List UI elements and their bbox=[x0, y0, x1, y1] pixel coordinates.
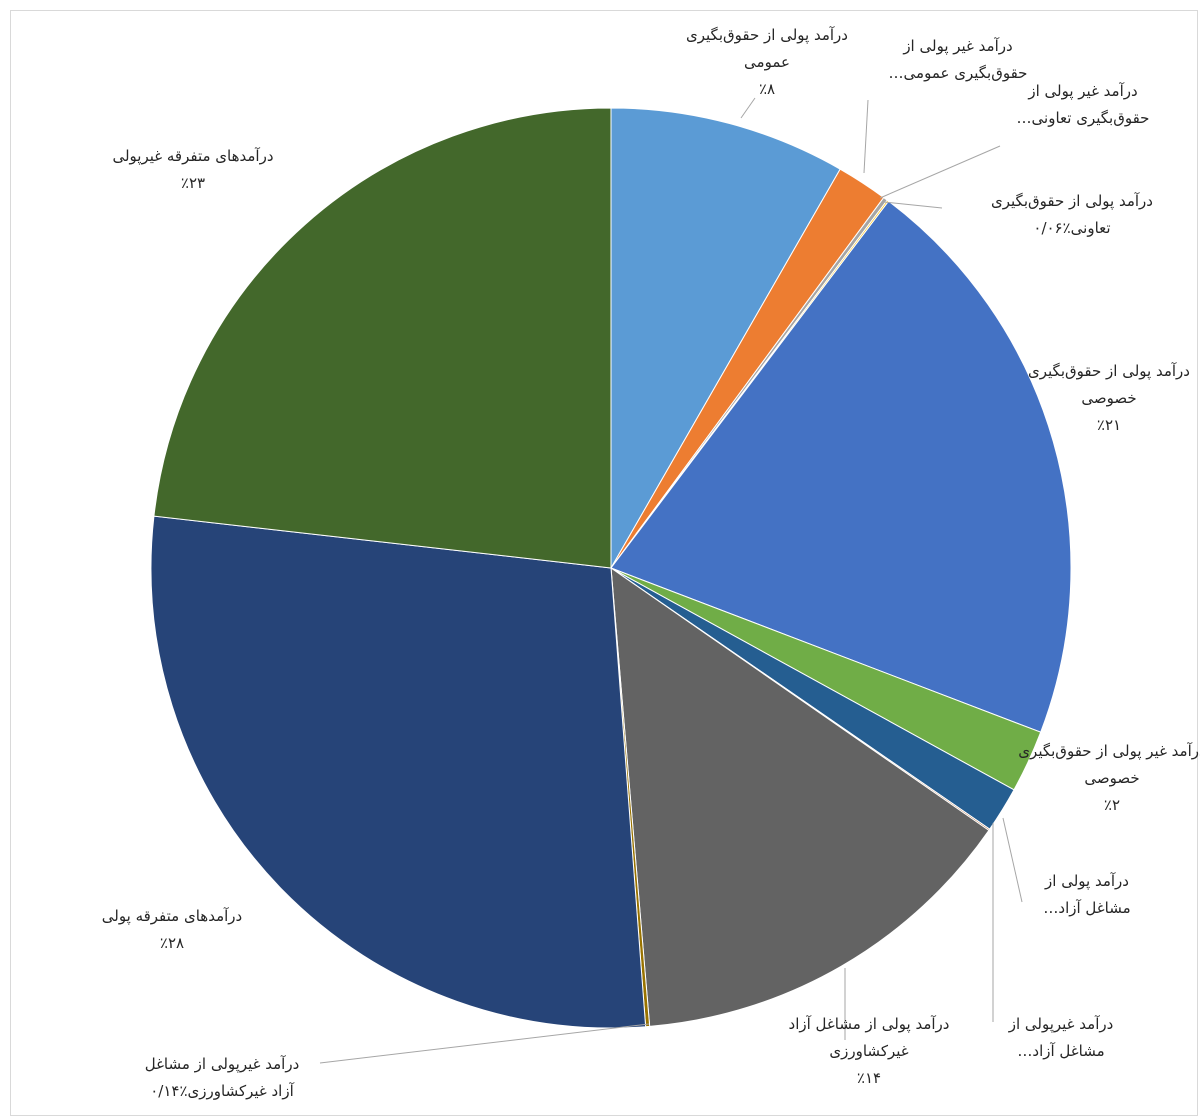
slice-label-line: ٪۲۱ bbox=[1096, 416, 1122, 434]
slice-label-line: درآمد پولی از bbox=[1045, 872, 1129, 890]
chart-frame bbox=[10, 10, 1198, 1116]
slice-label-line: درآمد غیر پولی از bbox=[903, 37, 1013, 55]
slice-label-12: درآمدهای متفرقه غیرپولی ٪۲۳ bbox=[112, 143, 273, 197]
slice-label-line: درآمدهای متفرقه پولی bbox=[101, 907, 243, 925]
slice-label-line: عمومی bbox=[744, 53, 790, 71]
slice-label-line: حقوق‌بگیری تعاونی… bbox=[1016, 109, 1150, 127]
slice-label-10: درآمد غیرپولی از مشاغل آزاد غیرکشاورزی٪۰/… bbox=[145, 1051, 300, 1105]
slice-label-7: درآمد پولی از مشاغل آزاد… bbox=[1043, 868, 1130, 922]
slice-label-line: ٪۲۳ bbox=[180, 174, 206, 192]
leader-lines bbox=[319, 97, 1023, 1064]
slice-label-2: درآمد غیر پولی از حقوق‌بگیری عمومی… bbox=[889, 33, 1028, 87]
slice-label-line: ٪۱۴ bbox=[856, 1069, 882, 1087]
slice-label-6: درآمد غیر پولی از حقوق‌بگیری خصوصی ٪۲ bbox=[1018, 738, 1200, 819]
slice-label-8: درآمد غیرپولی از مشاغل آزاد… bbox=[1009, 1011, 1114, 1065]
slice-label-line: ٪۸ bbox=[758, 80, 776, 98]
slice-label-1: درآمد پولی از حقوق‌بگیری عمومی ٪۸ bbox=[686, 22, 848, 103]
slice-label-line: درآمد غیرپولی از مشاغل bbox=[144, 1055, 300, 1073]
slice-label-9: درآمد پولی از مشاغل آزاد غیرکشاورزی ٪۱۴ bbox=[789, 1011, 950, 1092]
slice-label-line: خصوصی bbox=[1084, 769, 1140, 787]
slice-label-line: درآمد غیرپولی از bbox=[1008, 1015, 1114, 1033]
slice-label-line: درآمدهای متفرقه غیرپولی bbox=[112, 147, 274, 165]
slice-label-line: غیرکشاورزی bbox=[829, 1042, 909, 1060]
slice-label-3: درآمد غیر پولی از حقوق‌بگیری تعاونی… bbox=[1017, 78, 1150, 132]
leader-line-2 bbox=[863, 99, 869, 174]
slice-label-line: تعاونی٪۰/۰۶ bbox=[1033, 219, 1111, 237]
slice-label-line: حقوق‌بگیری عمومی… bbox=[888, 64, 1028, 82]
slice-label-line: آزاد غیرکشاورزی٪۰/۱۴ bbox=[150, 1082, 294, 1100]
slice-label-line: درآمد پولی از حقوق‌بگیری bbox=[991, 192, 1153, 210]
leader-line-7 bbox=[1002, 817, 1023, 903]
slice-label-line: درآمد پولی از حقوق‌بگیری bbox=[1028, 362, 1190, 380]
slice-label-line: درآمد غیر پولی از حقوق‌بگیری bbox=[1018, 742, 1200, 760]
leader-line-10 bbox=[319, 1023, 650, 1064]
leader-line-3 bbox=[879, 145, 1001, 199]
pie-slice-9 bbox=[610, 566, 990, 1027]
pie-slice-1 bbox=[610, 107, 841, 570]
slice-label-line: مشاغل آزاد… bbox=[1043, 899, 1131, 917]
slice-label-line: ٪۲ bbox=[1103, 796, 1121, 814]
slice-label-line: درآمد پولی از حقوق‌بگیری bbox=[686, 26, 848, 44]
pie-slices bbox=[150, 107, 1072, 1029]
slice-label-4: درآمد پولی از حقوق‌بگیری تعاونی٪۰/۰۶ bbox=[991, 188, 1153, 242]
leader-line-4 bbox=[883, 201, 943, 209]
pie-slice-11 bbox=[150, 515, 647, 1029]
pie-slice-5 bbox=[610, 200, 1072, 733]
slice-label-5: درآمد پولی از حقوق‌بگیری خصوصی ٪۲۱ bbox=[1028, 358, 1190, 439]
slice-label-line: درآمد غیر پولی از bbox=[1028, 82, 1138, 100]
leader-line-1 bbox=[740, 97, 756, 119]
slice-label-11: درآمدهای متفرقه پولی ٪۲۸ bbox=[102, 903, 242, 957]
slice-label-line: درآمد پولی از مشاغل آزاد bbox=[788, 1015, 950, 1033]
pie-slice-12 bbox=[153, 107, 612, 569]
slice-label-line: مشاغل آزاد… bbox=[1017, 1042, 1105, 1060]
slice-label-line: ٪۲۸ bbox=[159, 934, 185, 952]
slice-label-line: خصوصی bbox=[1081, 389, 1137, 407]
